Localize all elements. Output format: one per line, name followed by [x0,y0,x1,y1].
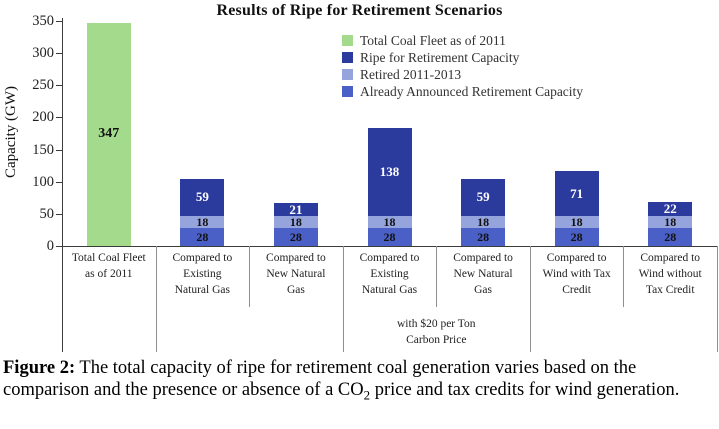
y-tick-mark [56,117,62,119]
bar-segment-retired: 18 [461,215,506,229]
category-separator [529,246,531,352]
y-tick-label: 300 [32,45,54,62]
legend-item: Already Announced Retirement Capacity [342,83,583,100]
x-category-label: Compared to New Natural Gas [453,252,513,296]
bar-segment-announced: 28 [461,228,506,246]
legend-item: Total Coal Fleet as of 2011 [342,32,583,49]
y-tick-label: 350 [32,13,54,29]
y-tick-mark [56,213,62,215]
bar-segment-announced: 28 [648,228,693,246]
category-separator [342,246,344,352]
y-tick-label: 50 [39,205,55,222]
category-separator [155,246,157,352]
x-category-label: Compared to Existing Natural Gas [359,252,420,296]
legend: Total Coal Fleet as of 2011 Ripe for Reti… [342,32,583,100]
y-tick-label: 150 [32,141,54,158]
legend-item: Retired 2011-2013 [342,66,583,83]
legend-swatch-icon [342,69,353,80]
y-tick-label: 0 [46,238,54,254]
bar-segment-ripe: 138 [367,127,412,217]
category-separator [436,246,438,307]
bar-segment-total: 347 [86,22,131,246]
category-separator [623,246,625,307]
legend-label: Ripe for Retirement Capacity [360,49,520,65]
x-category-label: Total Coal Fleet as of 2011 [71,252,146,280]
bar-segment-announced: 28 [367,228,412,246]
legend-label: Total Coal Fleet as of 2011 [360,32,506,48]
bar-segment-announced: 28 [180,228,225,246]
y-axis-line [62,18,63,352]
carbon-price-group-label: with $20 per Ton Carbon Price [397,318,476,346]
category-separator [717,246,718,352]
bar-segment-ripe: 21 [273,202,318,217]
bar-segment-announced: 28 [273,228,318,246]
legend-item: Ripe for Retirement Capacity [342,49,583,66]
bar-segment-retired: 18 [554,215,599,229]
y-tick-mark [56,85,62,87]
bar-segment-ripe: 59 [180,178,225,217]
bar-segment-ripe: 59 [461,178,506,217]
y-tick-label: 200 [32,109,54,126]
x-category-label: Compared to New Natural Gas [266,252,326,296]
y-tick-label: 100 [32,173,54,190]
caption-co2-subscript: 2 [363,387,371,403]
y-tick-mark [56,246,62,247]
x-axis-line [62,246,717,247]
y-tick-mark [56,53,62,55]
x-category-label: Compared to Existing Natural Gas [172,252,233,296]
legend-swatch-icon [342,86,353,97]
x-category-label: Compared to Wind with Tax Credit [542,252,611,296]
bar-segment-retired: 18 [273,215,318,229]
y-tick-mark [56,181,62,183]
y-tick-label: 250 [32,77,54,94]
caption-text: The total capacity of ripe for retiremen… [3,358,637,400]
bar-segment-retired: 18 [180,215,225,229]
y-tick-mark [56,149,62,151]
legend-label: Retired 2011-2013 [360,66,462,82]
caption-figure-number: Figure 2: [3,358,76,378]
legend-swatch-icon [342,35,353,46]
category-separator [249,246,251,307]
legend-swatch-icon [342,52,353,63]
bar-segment-ripe: 22 [648,201,693,217]
bar-segment-retired: 18 [367,215,412,229]
caption-text-end: price and tax credits for wind generatio… [370,379,680,400]
retirement-scenarios-chart: Results of Ripe for Retirement Scenarios… [3,2,718,352]
figure-caption: Figure 2: The total capacity of ripe for… [3,358,715,403]
y-tick-mark [56,21,62,22]
chart-title: Results of Ripe for Retirement Scenarios [216,2,503,19]
x-category-label: Compared to Wind without Tax Credit [638,252,702,296]
legend-label: Already Announced Retirement Capacity [360,83,584,99]
bar-segment-retired: 18 [648,215,693,229]
bar-segment-announced: 28 [554,228,599,246]
bar-segment-ripe: 71 [554,170,599,217]
